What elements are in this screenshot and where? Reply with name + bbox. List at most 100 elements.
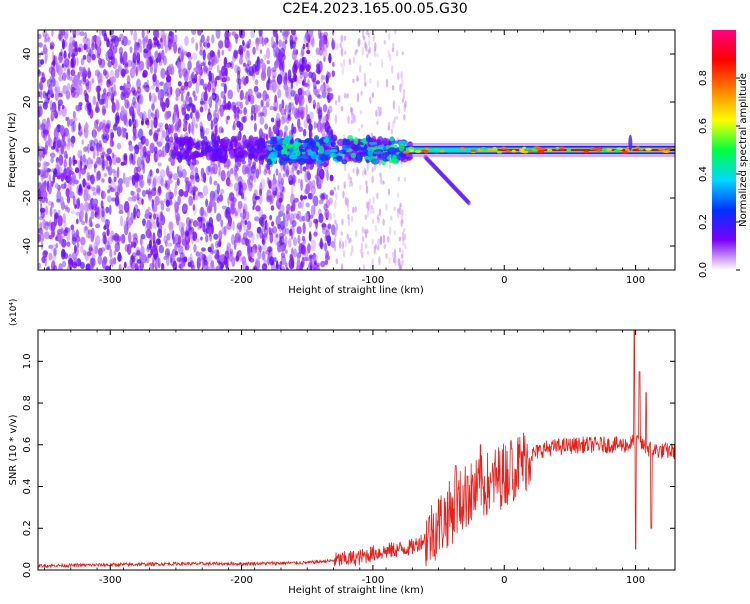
heatmap-cell [318,106,323,115]
heatmap-cell [191,36,195,44]
heatmap-cell [366,162,369,172]
heatmap-cell [316,262,321,267]
heatmap-cell [195,42,199,51]
heatmap-cell [266,176,270,185]
heatmap-cell [140,233,146,240]
heatmap-cell [320,84,325,93]
heatmap-cell [181,106,186,116]
heatmap-cell [242,208,246,220]
heatmap-cell [203,65,208,74]
heatmap-cell [142,218,146,227]
heatmap-cell [293,197,299,203]
heatmap-cell [373,245,376,255]
heatmap-cell [40,85,44,91]
heatmap-cell [253,85,259,93]
heatmap-cell [69,76,73,81]
heatmap-cell [245,99,249,106]
heatmap-cell [109,69,115,82]
heatmap-cell [281,177,284,186]
heatmap-cell [167,179,173,184]
heatmap-cell [369,96,372,104]
heatmap-cell [199,100,206,105]
heatmap-cell [89,257,94,270]
heatmap-cell [177,165,183,173]
heatmap-cell [47,265,51,270]
heatmap-cell [657,147,666,151]
heatmap-cell [208,70,212,83]
heatmap-cell [189,252,193,263]
heatmap-cell [238,44,244,56]
heatmap-cell [72,261,78,269]
heatmap-cell [133,65,138,73]
heatmap-cell [67,173,71,183]
heatmap-cell [434,147,439,151]
heatmap-cell [90,210,95,220]
heatmap-cell [135,90,141,100]
heatmap-cell [65,116,68,121]
heatmap-cell [391,251,395,258]
heatmap-cell [60,227,64,235]
heatmap-cell [316,108,322,115]
heatmap-cell [356,92,360,103]
heatmap-cell [184,230,190,237]
heatmap-cell [282,212,286,223]
heatmap-cell [157,211,162,224]
heatmap-cell [260,178,266,190]
heatmap-cell [247,230,253,238]
heatmap-cell [65,206,68,212]
heatmap-cell [248,38,252,46]
heatmap-cell [364,243,368,249]
heatmap-cell [262,105,268,118]
heatmap-cell [213,180,218,186]
heatmap-cell [90,231,95,243]
heatmap-cell [223,94,227,107]
heatmap-cell [388,226,392,236]
heatmap-cell [108,204,112,215]
heatmap-cell [439,149,445,153]
heatmap-cell [102,256,108,265]
heatmap-cell [400,213,404,223]
heatmap-cell [367,201,370,211]
heatmap-cell [53,169,58,176]
heatmap-cell [254,216,260,222]
heatmap-cell [178,188,184,197]
heatmap-cell [258,163,262,175]
heatmap-cell [47,200,54,206]
heatmap-cell [211,224,214,235]
heatmap-cell [53,208,57,215]
heatmap-cell [177,81,182,87]
heatmap-cell [38,52,41,59]
heatmap-cell [84,211,88,224]
heatmap-cell [239,144,245,152]
heatmap-cell [121,72,125,79]
heatmap-cell [58,92,63,98]
heatmap-cell [210,250,215,255]
snr-series-line [38,330,675,569]
heatmap-cell [149,92,152,102]
heatmap-cell [291,106,296,115]
heatmap-cell [42,149,47,155]
heatmap-cell [194,73,198,84]
heatmap-cell [299,108,306,119]
heatmap-cell [223,83,227,94]
heatmap-cell [265,163,269,171]
heatmap-cell [147,50,152,56]
heatmap-cell [107,165,111,170]
heatmap-cell [50,202,55,209]
heatmap-cell [138,178,145,189]
heatmap-cell [251,246,256,255]
heatmap-cell [315,67,321,74]
heatmap-cell [51,51,55,60]
heatmap-cell [313,218,319,224]
heatmap-cell [113,257,117,265]
heatmap-cell [390,128,394,135]
heatmap-cell [92,148,96,160]
heatmap-cell [142,37,146,50]
heatmap-cell [163,34,167,47]
heatmap-cell [302,195,308,200]
heatmap-cell [546,148,553,152]
heatmap-cell [281,113,288,124]
heatmap-cell [234,210,238,217]
heatmap-cell [110,38,116,43]
heatmap-cell [270,179,276,192]
